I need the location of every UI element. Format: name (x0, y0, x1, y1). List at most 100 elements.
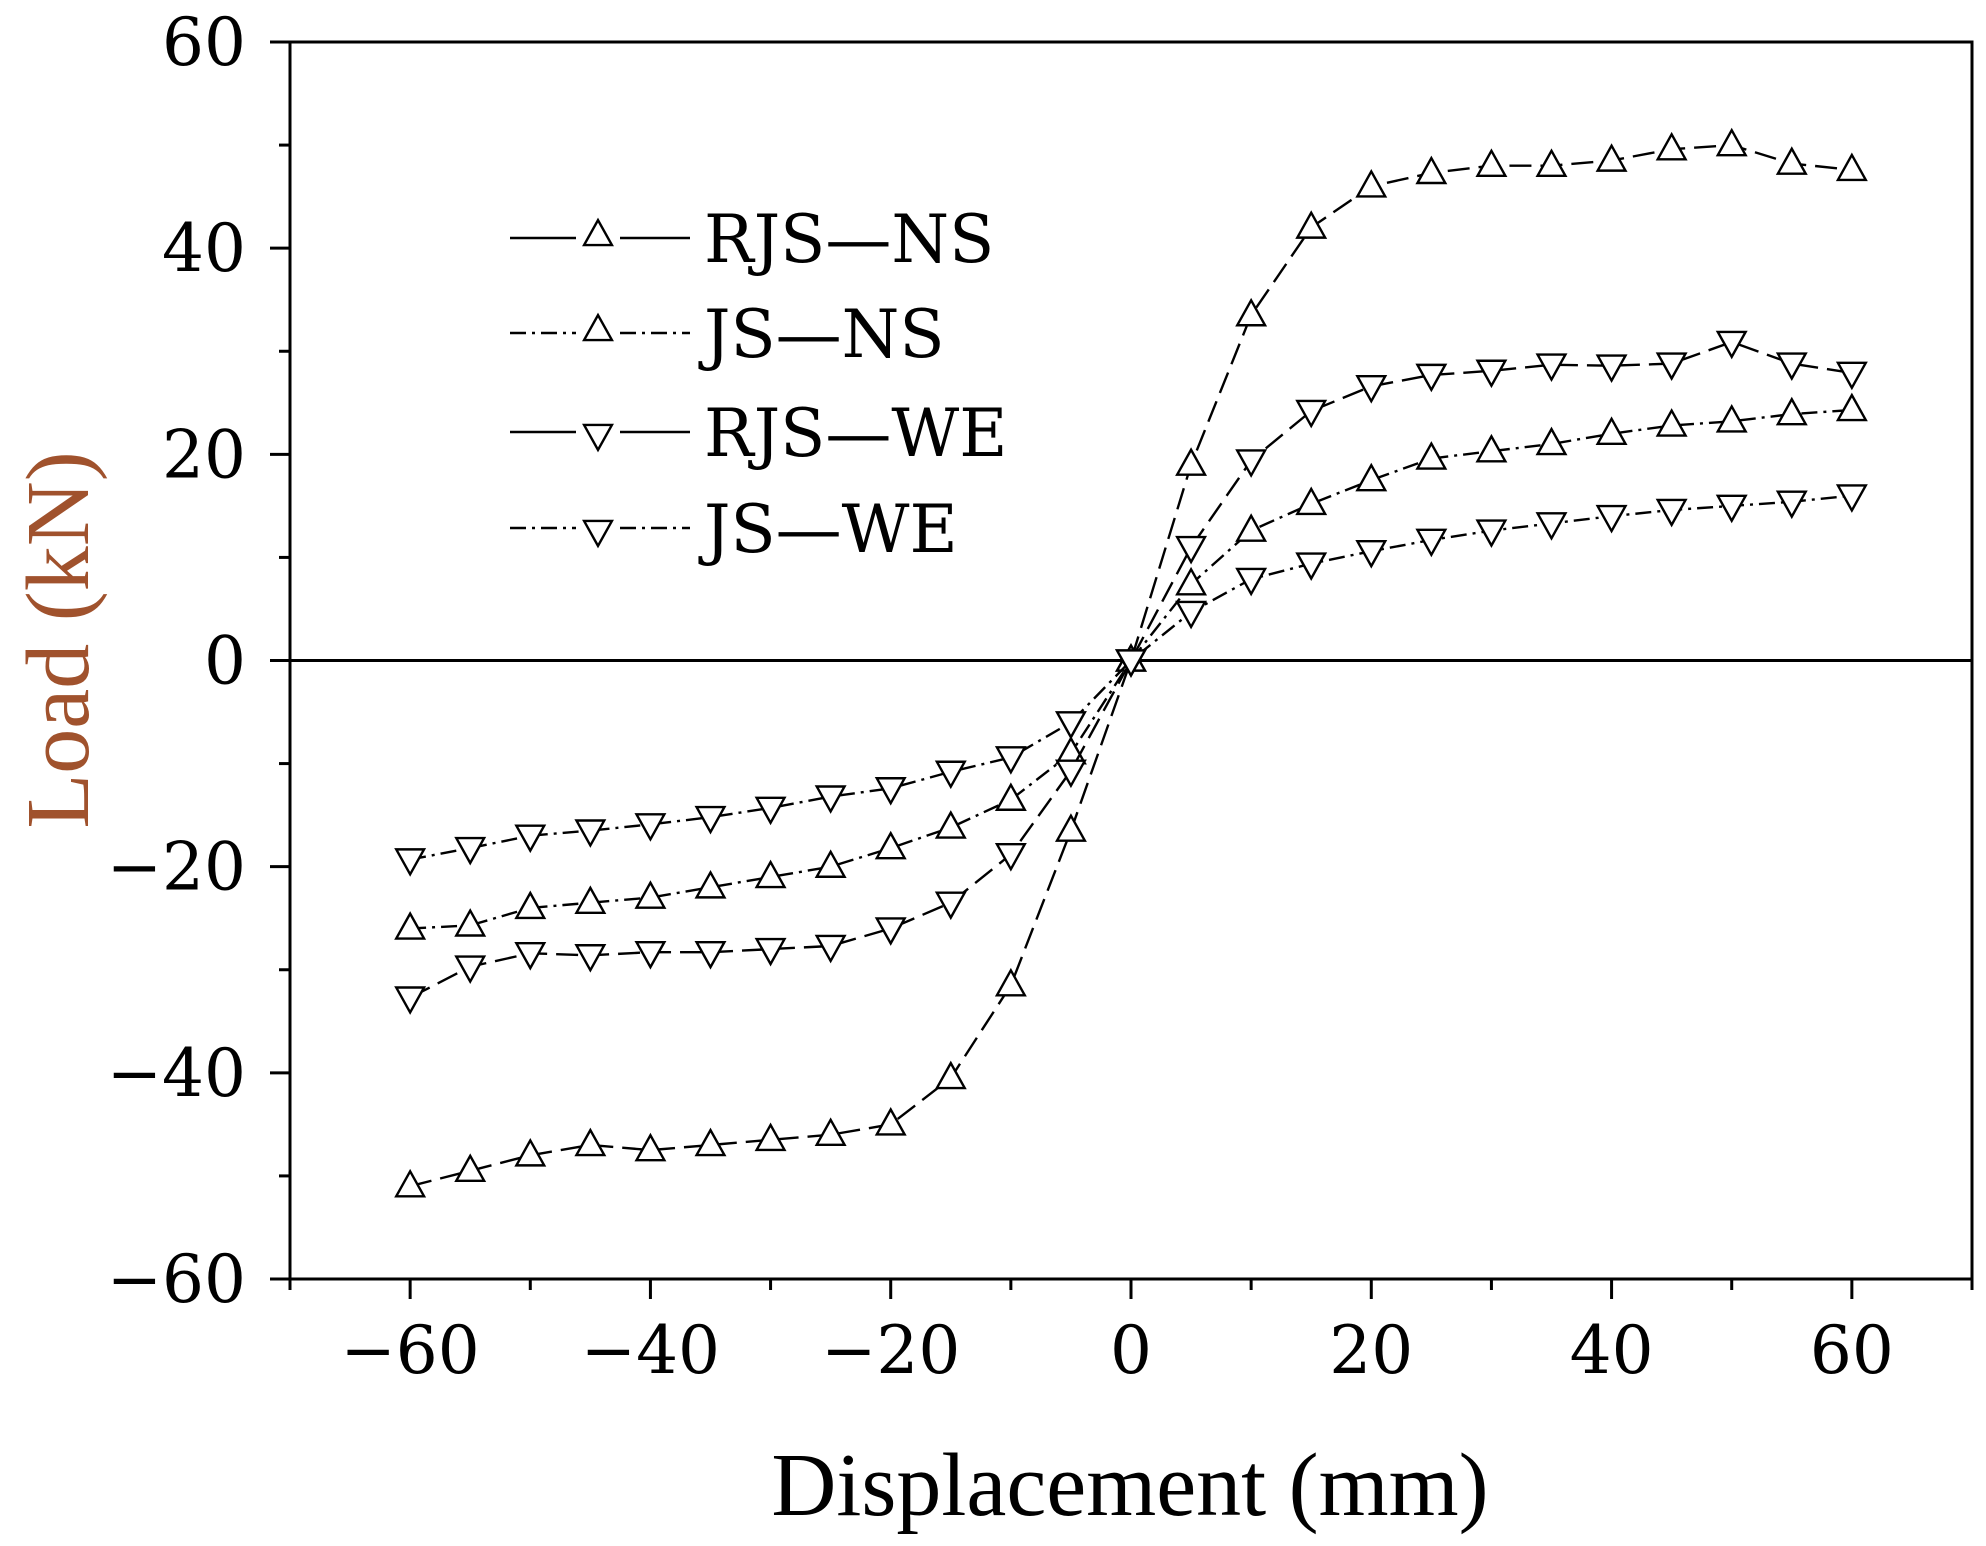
data-point (694, 1127, 727, 1157)
data-point (1295, 552, 1328, 581)
data-point (1475, 433, 1508, 463)
data-point (694, 805, 727, 835)
data-point (1535, 148, 1568, 177)
data-point (1715, 330, 1748, 360)
data-point (1235, 513, 1268, 542)
legend-marker (582, 423, 614, 453)
y-tick-label: 20 (162, 416, 246, 493)
data-point (454, 1153, 487, 1183)
data-point (1054, 813, 1087, 842)
data-point (1655, 131, 1688, 161)
data-point (1415, 155, 1448, 185)
data-point (934, 1060, 967, 1090)
data-point (394, 986, 427, 1015)
data-point (934, 760, 967, 790)
data-point (1415, 363, 1448, 393)
data-point (514, 1137, 547, 1167)
data-point (394, 1168, 427, 1198)
data-point (1235, 449, 1268, 478)
x-tick-label: 40 (1570, 1312, 1654, 1389)
data-point (634, 813, 667, 842)
data-point (934, 891, 967, 921)
data-point (1655, 408, 1688, 437)
legend: RJS—NS JS—NS RJS—WE JS—WE (510, 201, 1007, 568)
data-point (1715, 494, 1748, 524)
data-point (874, 917, 907, 946)
legend-marker (582, 217, 614, 247)
x-axis-title: Displacement (mm) (771, 1436, 1488, 1535)
data-point (1595, 143, 1628, 172)
data-point (994, 843, 1027, 872)
series-3 (394, 330, 1868, 1015)
data-point (1715, 127, 1748, 157)
data-point (1355, 462, 1388, 492)
data-point (754, 859, 787, 889)
y-tick-label: 40 (162, 210, 246, 287)
data-point (1715, 404, 1748, 433)
data-point (814, 1117, 847, 1146)
data-point (1595, 416, 1628, 445)
series-layer (394, 127, 1868, 1198)
y-tick-label: −40 (107, 1035, 246, 1112)
data-point (1235, 297, 1268, 327)
data-point (394, 848, 427, 877)
data-point (1835, 392, 1868, 422)
data-point (1655, 352, 1688, 381)
data-point (874, 830, 907, 860)
legend-label: RJS—NS (704, 201, 994, 278)
data-point (1775, 146, 1808, 175)
data-point (574, 1127, 607, 1157)
legend-label: JS—WE (698, 491, 958, 568)
data-point (1355, 375, 1388, 404)
data-point (1595, 504, 1628, 534)
data-point (1475, 519, 1508, 548)
data-point (814, 785, 847, 814)
data-point (1115, 649, 1147, 678)
data-point (1295, 399, 1328, 429)
legend-item: RJS—WE (510, 395, 1007, 472)
data-point (694, 869, 727, 899)
data-point (454, 908, 487, 937)
data-point (1475, 359, 1508, 389)
data-point (454, 836, 487, 866)
legend-label: JS—NS (698, 296, 945, 373)
data-point (694, 940, 727, 970)
x-tick-label: −20 (821, 1312, 960, 1389)
data-point (754, 796, 787, 826)
data-point (514, 890, 547, 920)
x-tick-label: 60 (1810, 1312, 1894, 1389)
data-point (994, 967, 1027, 997)
data-point (874, 777, 907, 806)
data-point (1175, 535, 1208, 565)
data-point (1475, 148, 1508, 177)
y-tick-label: 0 (204, 623, 246, 700)
y-ticks: −60 −40 −20 0 20 40 60 (107, 4, 290, 1318)
data-point (1775, 490, 1808, 520)
legend-marker (582, 519, 614, 549)
x-ticks: −60 −40 −20 0 20 40 60 (288, 1279, 1974, 1389)
data-point (1355, 539, 1388, 569)
legend-item: RJS—NS (510, 201, 994, 278)
x-tick-label: −40 (581, 1312, 720, 1389)
data-point (634, 880, 667, 909)
legend-item: JS—NS (510, 296, 945, 373)
data-point (394, 911, 427, 940)
data-point (514, 824, 547, 854)
data-point (1535, 512, 1568, 541)
data-point (1655, 498, 1688, 528)
legend-label: RJS—WE (704, 395, 1007, 472)
x-tick-label: −60 (340, 1312, 479, 1389)
data-point (574, 885, 607, 915)
data-point (1415, 441, 1448, 470)
data-point (1054, 759, 1087, 789)
data-point (1175, 600, 1208, 630)
data-point (1835, 484, 1868, 513)
y-tick-label: −60 (107, 1241, 246, 1318)
data-point (514, 941, 547, 971)
data-point (1775, 352, 1808, 381)
legend-marker (582, 312, 614, 342)
y-tick-label: 60 (162, 4, 246, 81)
data-point (754, 1122, 787, 1152)
